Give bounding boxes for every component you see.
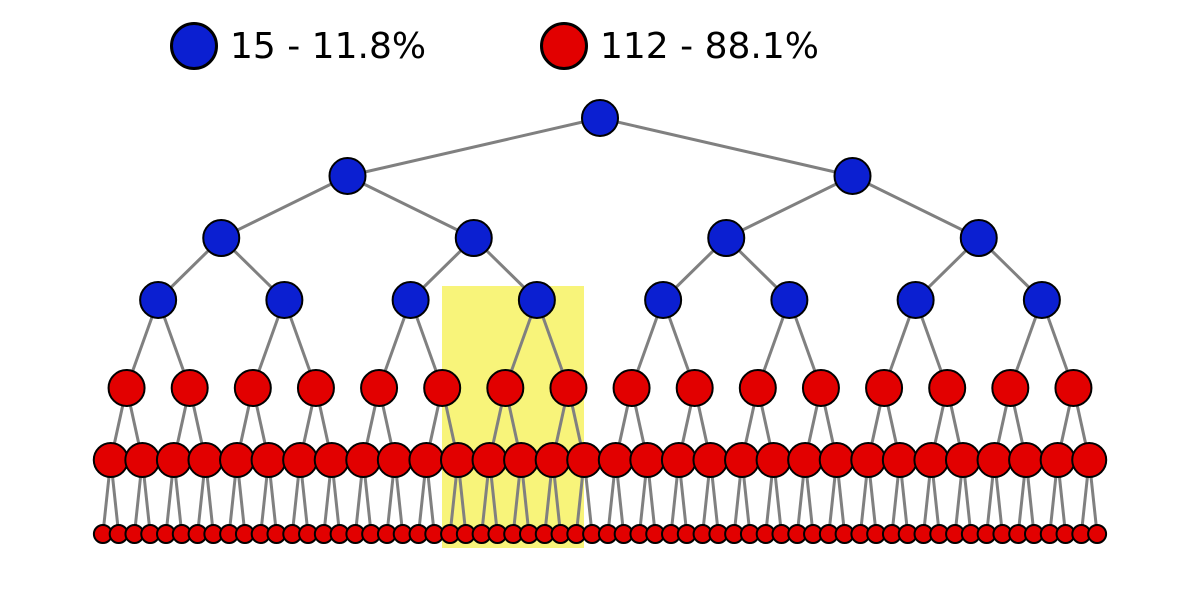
legend-item-red: 112 - 88.1% — [540, 22, 819, 70]
legend-swatch-red — [540, 22, 588, 70]
legend-label-blue: 15 - 11.8% — [230, 26, 426, 67]
legend-swatch-blue — [170, 22, 218, 70]
tree-diagram — [0, 0, 1200, 589]
legend-item-blue: 15 - 11.8% — [170, 22, 426, 70]
diagram-stage: 15 - 11.8% 112 - 88.1% — [0, 0, 1200, 589]
legend-label-red: 112 - 88.1% — [600, 26, 819, 67]
